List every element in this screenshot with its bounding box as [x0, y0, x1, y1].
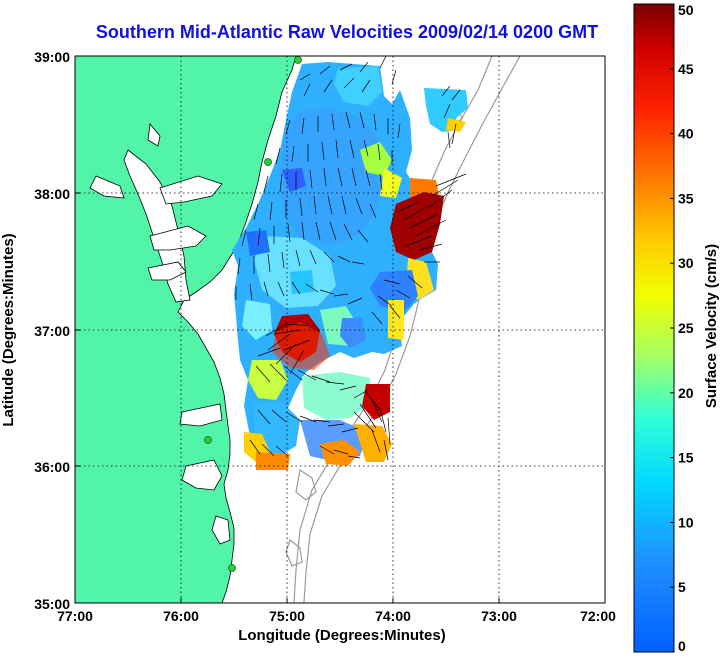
colorbar-ticks: 0 5 10 15 20 25 30 35 40 45 50 [670, 2, 694, 654]
colorbar: 0 5 10 15 20 25 30 35 40 45 50 Surface Velocity (c… [633, 2, 720, 654]
colorbar-tick-label: 40 [678, 126, 694, 142]
x-tick-label: 77:00 [57, 608, 93, 624]
colorbar-tick-label: 45 [678, 61, 694, 77]
radar-station-dot-icon [228, 564, 236, 572]
y-tick-label: 38:00 [34, 186, 70, 202]
colorbar-tick-label: 35 [678, 190, 694, 206]
x-tick-label: 76:00 [163, 608, 199, 624]
map-title: Southern Mid-Atlantic Raw Velocities 200… [95, 22, 599, 42]
y-axis-label: Latitude (Degrees:Minutes) [0, 233, 17, 426]
y-axis: 39:00 38:00 37:00 36:00 35:00 Latitude (… [0, 49, 80, 612]
grid-lines [75, 56, 605, 603]
y-tick-label: 35:00 [34, 596, 70, 612]
radar-station-dot-icon [204, 436, 212, 444]
colorbar-label: Surface Velocity (cm/s) [703, 244, 720, 408]
colorbar-tick-label: 0 [678, 638, 686, 654]
y-tick-label: 39:00 [34, 49, 70, 65]
x-tick-label: 75:00 [269, 608, 305, 624]
colorbar-tick-label: 15 [678, 450, 694, 466]
x-tick-label: 74:00 [375, 608, 411, 624]
colorbar-tick-label: 5 [678, 579, 686, 595]
radar-station-dot-icon [294, 56, 302, 64]
colorbar-tick-label: 10 [678, 514, 694, 530]
colorbar-gradient [633, 3, 675, 653]
colorbar-tick-label: 20 [678, 385, 694, 401]
x-axis: 77:00 76:00 75:00 74:00 73:00 72:00 Long… [57, 598, 616, 644]
bays-and-rivers [89, 123, 231, 545]
x-axis-label: Longitude (Degrees:Minutes) [238, 627, 446, 644]
x-tick-label: 73:00 [481, 608, 517, 624]
y-tick-label: 36:00 [34, 459, 70, 475]
x-tick-label: 72:00 [580, 608, 616, 624]
colorbar-tick-label: 50 [678, 2, 694, 18]
velocity-vectors [235, 56, 467, 461]
colorbar-tick-label: 25 [678, 320, 694, 336]
y-tick-label: 37:00 [34, 323, 70, 339]
radar-station-dot-icon [264, 158, 272, 166]
colorbar-tick-label: 30 [678, 255, 694, 271]
